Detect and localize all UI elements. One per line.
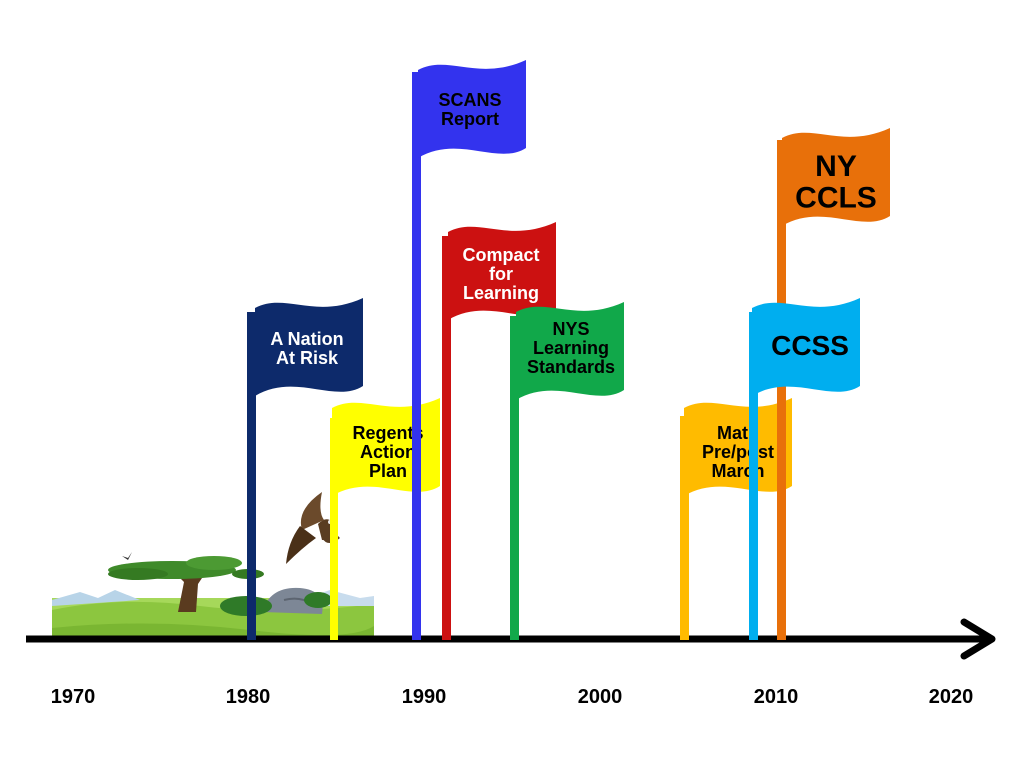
flag-label-line: NY xyxy=(815,150,857,183)
flag-label: SCANS Report xyxy=(438,90,501,129)
flag-label-line: Learning xyxy=(533,338,609,358)
flag-label-line: Regents xyxy=(352,423,423,443)
flag-label: Compact for Learning xyxy=(462,245,539,303)
flag-pole xyxy=(330,418,338,640)
flag-label-line: Pre/post xyxy=(702,442,774,462)
flag-label-line: Learning xyxy=(463,283,539,303)
flag-banner xyxy=(752,298,860,396)
flag-banner xyxy=(516,302,624,400)
flag-label-line: CCLS xyxy=(795,182,877,215)
flag-label-line: Plan xyxy=(369,461,407,481)
flag-pole xyxy=(412,72,421,640)
year-label-1970: 1970 xyxy=(51,686,96,708)
flag-label-line: for xyxy=(489,264,513,284)
flag-scans-report: SCANS Report xyxy=(412,60,526,640)
flag-label-line: NYS xyxy=(552,319,589,339)
year-label-2000: 2000 xyxy=(578,686,623,708)
flag-label-line: Action xyxy=(360,442,416,462)
flag-label-line: Report xyxy=(441,109,499,129)
flag-label: NYS Learning Standards xyxy=(527,319,615,377)
flag-nation-at-risk: A Nation At Risk xyxy=(247,298,363,640)
flag-label-line: A Nation xyxy=(270,329,343,349)
flag-nys-learning-standards: NYS Learning Standards xyxy=(510,302,624,640)
flag-label-line: Standards xyxy=(527,357,615,377)
flag-banner xyxy=(684,398,792,496)
flag-label: A Nation At Risk xyxy=(270,329,343,368)
flag-pole xyxy=(749,312,758,640)
year-label-2010: 2010 xyxy=(754,686,799,708)
flag-banner xyxy=(255,298,363,396)
flag-label: Regents Action Plan xyxy=(352,423,423,481)
flag-pole xyxy=(680,416,689,640)
flag-label-line: SCANS xyxy=(438,90,501,110)
flag-label-line: CCSS xyxy=(771,330,849,361)
year-label-1990: 1990 xyxy=(402,686,447,708)
savanna-scene-image xyxy=(52,552,374,638)
timeline-arrowhead xyxy=(960,618,996,660)
flag-pole xyxy=(777,140,786,640)
flag-label-line: Math xyxy=(717,423,759,443)
flag-ny-ccls: NY CCLS xyxy=(777,128,890,640)
flag-banner xyxy=(782,128,890,226)
flag-pole xyxy=(247,312,256,640)
flag-label: NY CCLS xyxy=(795,150,877,215)
flag-pole xyxy=(442,236,451,640)
flag-compact-for-learning: Compact for Learning xyxy=(442,222,556,640)
year-label-1980: 1980 xyxy=(226,686,271,708)
flag-label-line: Compact xyxy=(462,245,539,265)
flag-math-prepost-march: Math Pre/post March xyxy=(680,398,792,640)
flag-banner xyxy=(448,222,556,320)
flag-ccss: CCSS xyxy=(749,298,860,640)
flag-label-line: At Risk xyxy=(276,348,339,368)
year-labels: 1970 1980 1990 2000 2010 2020 xyxy=(51,686,974,708)
flag-banner xyxy=(418,60,526,158)
flag-label: CCSS xyxy=(771,330,849,361)
year-label-2020: 2020 xyxy=(929,686,974,708)
flag-pole xyxy=(510,316,519,640)
